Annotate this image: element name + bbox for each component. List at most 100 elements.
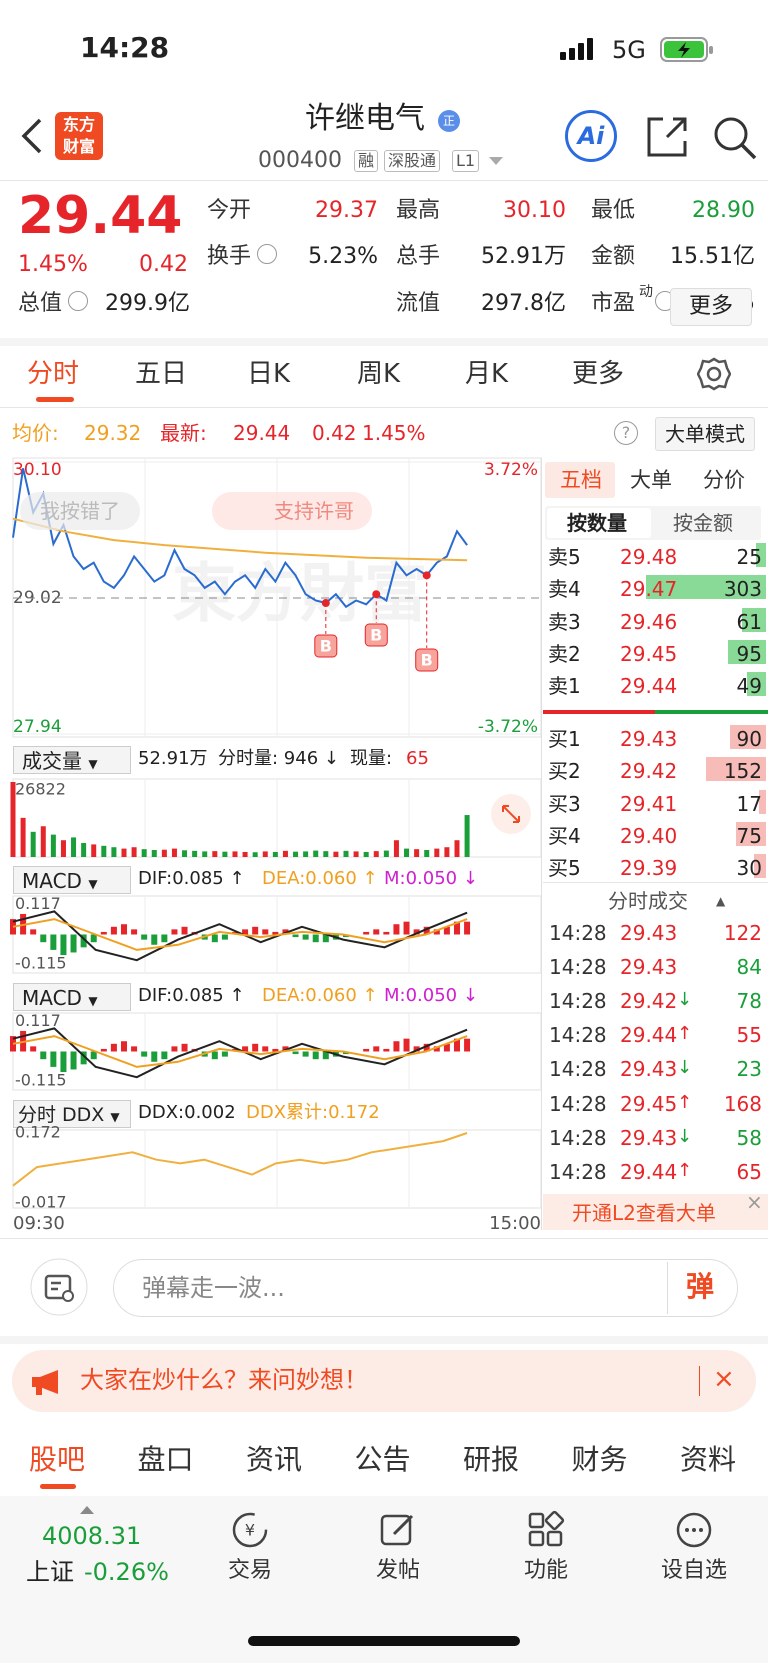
nav-icon[interactable] <box>378 1510 418 1550</box>
content-tab[interactable]: 公告 <box>354 1443 411 1476</box>
element <box>489 157 503 165</box>
change: 0.42 <box>139 252 188 277</box>
more-button[interactable]: 更多 <box>670 288 752 326</box>
search-button[interactable] <box>712 115 758 161</box>
macd-bar <box>393 1041 400 1052</box>
field-value: 52.91万 <box>481 244 566 269</box>
nav-label[interactable]: 功能 <box>523 1558 568 1583</box>
book-price: 29.46 <box>620 609 678 634</box>
content-tab[interactable]: 资料 <box>680 1443 737 1476</box>
promo-banner[interactable] <box>12 1350 756 1412</box>
field-value: 297.8亿 <box>481 291 566 316</box>
indicator-select[interactable]: 成交量 ▼ <box>13 746 131 774</box>
period-tab[interactable]: 周K <box>357 359 401 389</box>
macd-bar <box>262 929 269 935</box>
element <box>560 52 566 60</box>
content-tab[interactable]: 资讯 <box>246 1443 303 1476</box>
megaphone-icon <box>32 1370 58 1395</box>
indicator-select[interactable]: 分时 DDX ▼ <box>13 1100 131 1128</box>
book-label: 买5 <box>548 856 581 881</box>
field-label: 最低 <box>591 198 636 223</box>
trade-time: 14:28 <box>549 989 607 1014</box>
book-qty: 95 <box>736 641 762 666</box>
book-label: 买3 <box>548 791 581 816</box>
up-icon: ▲ <box>716 894 726 908</box>
help-button[interactable]: ? <box>614 421 638 445</box>
dropdown-icon[interactable] <box>488 156 504 166</box>
period-tab[interactable]: 日K <box>247 359 291 389</box>
indicator-select[interactable]: MACD ▼ <box>13 983 131 1011</box>
signal-icon <box>560 38 593 60</box>
volume-bar <box>353 851 359 857</box>
macd-dif: DIF:0.085 ↑ <box>138 985 245 1006</box>
macd-bar <box>60 934 67 956</box>
book-label: 卖1 <box>548 674 581 699</box>
content-tab[interactable]: 研报 <box>463 1443 520 1476</box>
macd-bar <box>363 931 370 935</box>
mode-button[interactable]: 大单模式 <box>655 417 755 451</box>
index-change: -0.26% <box>84 1558 169 1586</box>
macd-bar <box>60 1051 67 1073</box>
content-tab[interactable]: 盘口 <box>137 1443 194 1476</box>
content-tab[interactable]: 财务 <box>571 1443 628 1476</box>
l2-banner[interactable] <box>543 1194 768 1230</box>
nav-label[interactable]: 交易 <box>227 1558 272 1583</box>
nav-icon[interactable] <box>526 1510 566 1550</box>
element <box>676 1512 712 1548</box>
comment-input[interactable] <box>113 1259 738 1317</box>
nav-label[interactable]: 设自选 <box>660 1558 727 1583</box>
book-qty: 25 <box>736 545 762 569</box>
book-qty: 75 <box>736 823 762 848</box>
indicator-name: 分时 DDX <box>18 1104 105 1126</box>
volume-bar <box>383 850 389 857</box>
book-tab[interactable]: 大单 <box>630 468 672 492</box>
qty-bar <box>736 821 766 846</box>
volume-bar <box>50 834 56 857</box>
book-label: 买2 <box>548 759 581 784</box>
period-tab[interactable]: 五日 <box>135 359 188 389</box>
book-subtab[interactable]: 按数量 <box>567 511 627 535</box>
volume-bar <box>333 851 339 857</box>
book-label: 卖4 <box>548 577 581 602</box>
period-tab[interactable]: 分时 <box>27 359 80 389</box>
volume-bar <box>81 843 87 857</box>
close-button[interactable]: × <box>746 1190 763 1214</box>
qty-bar <box>728 639 766 664</box>
volume-bar <box>192 850 198 857</box>
trade-time: 14:28 <box>549 921 607 945</box>
book-tab[interactable]: 分价 <box>703 468 745 492</box>
nav-icon[interactable] <box>674 1510 714 1550</box>
danmu-button[interactable]: 弹 <box>686 1270 715 1303</box>
element <box>699 1528 703 1532</box>
ai-button[interactable]: Ai <box>565 110 617 162</box>
content-tab[interactable]: 股吧 <box>29 1443 86 1476</box>
book-subtab[interactable]: 按金额 <box>673 511 733 535</box>
field-sup: 动 <box>639 284 653 300</box>
time-label: 09:30 <box>13 1213 65 1234</box>
book-qty: 152 <box>723 759 762 784</box>
logo-text: 东方 <box>62 115 95 134</box>
trade-time: 14:28 <box>549 1023 607 1048</box>
trade-price: 29.43 <box>620 1125 678 1150</box>
back-button[interactable] <box>20 118 44 154</box>
share-button[interactable] <box>645 115 689 159</box>
promo-close[interactable]: × <box>713 1364 735 1394</box>
nav-icon[interactable]: ¥ <box>230 1510 270 1550</box>
marker-badge <box>314 634 338 658</box>
expand-icon <box>502 805 520 823</box>
danmu-toggle[interactable] <box>30 1258 88 1316</box>
period-tab[interactable]: 更多 <box>572 359 625 389</box>
settings-button[interactable] <box>697 357 731 391</box>
book-qty: 61 <box>736 609 762 634</box>
indicator-select[interactable]: MACD ▼ <box>13 866 131 894</box>
volume-minute: 分时量: 946 ↓ <box>218 748 339 769</box>
macd-bar <box>363 1048 370 1052</box>
volume-bar <box>262 851 268 857</box>
nav-label[interactable]: 发帖 <box>375 1558 420 1583</box>
index-value: 4008.31 <box>42 1522 142 1550</box>
period-tab[interactable]: 月K <box>465 359 509 389</box>
info-icon <box>257 244 277 264</box>
volume-bar <box>464 815 470 857</box>
book-tab[interactable]: 五档 <box>560 468 602 492</box>
